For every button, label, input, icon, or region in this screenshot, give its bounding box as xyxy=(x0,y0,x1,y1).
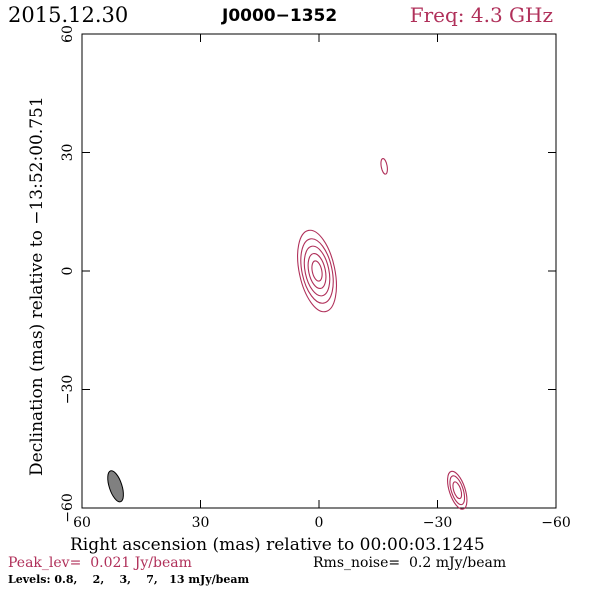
x-tick-label: 0 xyxy=(315,515,324,531)
contour-line xyxy=(300,238,334,304)
beam-layer xyxy=(107,470,124,503)
contour-levels: Levels: 0.8, 2, 3, 7, 13 mJy/beam xyxy=(8,573,249,586)
contour-line xyxy=(380,157,388,175)
x-tick-labels: 60 30 0 −30 −60 xyxy=(73,515,571,531)
y-tick-label: −30 xyxy=(60,375,76,405)
beam-ellipse xyxy=(107,470,124,503)
contour-line xyxy=(311,260,323,282)
y-tick-label: 60 xyxy=(60,25,76,43)
x-tick-label: 60 xyxy=(73,515,91,531)
y-tick-labels: −60 −30 0 30 60 xyxy=(60,25,76,523)
plot-frame xyxy=(81,33,557,509)
contour-line xyxy=(297,229,337,313)
contour-line xyxy=(447,470,468,510)
contour-layer xyxy=(297,157,468,510)
contour-line xyxy=(449,475,466,506)
tick-marks xyxy=(81,33,557,509)
contour-line xyxy=(307,252,327,290)
contour-line xyxy=(452,481,463,500)
contour-line xyxy=(303,245,331,297)
x-tick-label: −60 xyxy=(541,515,571,531)
observation-date: 2015.12.30 xyxy=(8,3,128,27)
x-tick-label: −30 xyxy=(423,515,453,531)
x-axis-label: Right ascension (mas) relative to 00:00:… xyxy=(70,535,485,555)
y-tick-label: 0 xyxy=(60,267,76,276)
rms-noise: Rms_noise= 0.2 mJy/beam xyxy=(313,555,506,571)
y-tick-label: 30 xyxy=(60,144,76,162)
x-tick-label: 30 xyxy=(192,515,210,531)
y-tick-label: −60 xyxy=(60,493,76,523)
frequency-label: Freq: 4.3 GHz xyxy=(410,3,553,27)
y-axis-label: Declination (mas) relative to −13:52:00.… xyxy=(27,96,47,476)
source-name: J0000−1352 xyxy=(221,6,337,26)
peak-level: Peak_lev= 0.021 Jy/beam xyxy=(8,555,192,571)
